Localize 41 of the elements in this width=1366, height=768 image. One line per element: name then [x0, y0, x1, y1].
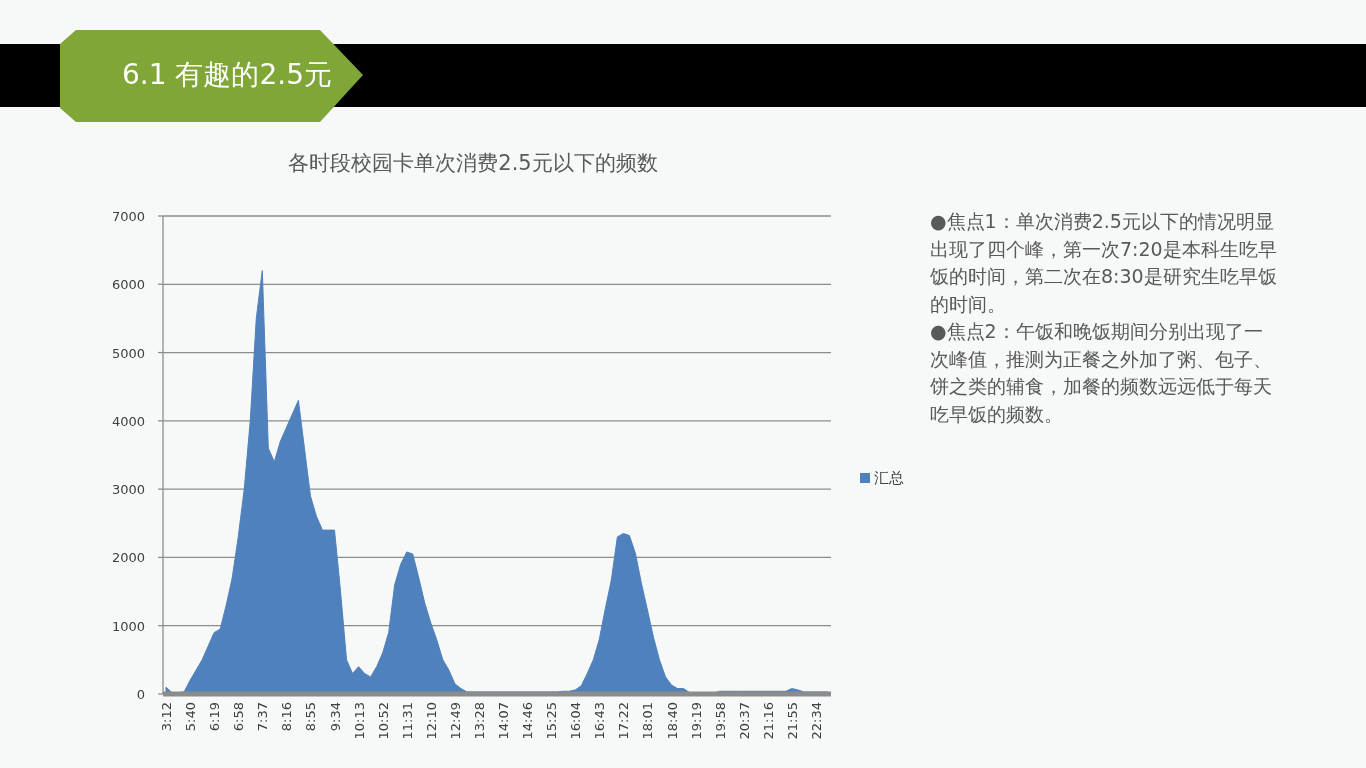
- y-tick-label: 0: [136, 687, 145, 702]
- x-tick-label: 21:16: [760, 702, 776, 740]
- legend-label: 汇总: [874, 469, 904, 487]
- x-tick-label: 21:55: [784, 702, 800, 740]
- x-tick-label: 6:58: [231, 702, 247, 732]
- x-tick-label: 18:40: [664, 702, 680, 740]
- text: ●焦点1：单次消费2.5元以下的情况明显出现了四个峰，第一次7:20是本科生吃早饭的时间，第二次在8:30是研究生吃早饭的时间。: [930, 209, 1278, 317]
- text: ●焦点2：午饭和晚饭期间分别出现了一次峰值，推测为正餐之外加了粥、包子、饼之类的辅食，加餐的频数远远低于每天吃早饭的频数。: [930, 319, 1273, 427]
- x-tick-label: 8:55: [303, 702, 319, 732]
- x-tick-label: 20:37: [736, 702, 752, 740]
- x-tick-label: 10:13: [351, 702, 367, 740]
- y-tick-label: 2000: [111, 550, 145, 566]
- x-tick-label: 14:07: [496, 702, 512, 740]
- x-tick-label: 22:34: [808, 702, 824, 740]
- x-tick-label: 12:49: [447, 702, 463, 740]
- x-tick-label: 16:04: [568, 702, 584, 740]
- x-tick-label: 11:31: [399, 702, 415, 740]
- x-tick-label: 3:12: [159, 702, 175, 732]
- x-tick-label: 6:19: [207, 702, 223, 732]
- x-tick-label: 19:58: [712, 702, 728, 740]
- x-tick-label: 13:28: [471, 702, 487, 740]
- x-tick-label: 19:19: [688, 702, 704, 740]
- y-tick-label: 1000: [111, 618, 145, 634]
- y-tick-label: 6000: [111, 277, 145, 293]
- chart-title: 6.1 有趣的2.5元: [122, 58, 332, 91]
- y-tick-label: 3000: [111, 482, 145, 498]
- y-tick-label: 7000: [111, 209, 145, 224]
- y-tick-label: 5000: [111, 345, 145, 361]
- x-tick-label: 15:25: [544, 702, 560, 740]
- x-tick-label: 17:22: [616, 702, 632, 740]
- chart-subtitle: 各时段校园卡单次消费2.5元以下的频数: [288, 151, 658, 175]
- x-tick-label: 5:40: [183, 702, 199, 732]
- x-tick-label: 16:43: [592, 702, 608, 740]
- y-tick-label: 4000: [111, 413, 145, 429]
- x-tick-label: 18:01: [640, 702, 656, 740]
- x-tick-label: 12:10: [423, 702, 439, 740]
- x-tick-label: 7:37: [255, 702, 271, 732]
- x-tick-label: 14:46: [520, 702, 536, 740]
- x-tick-label: 10:52: [375, 702, 391, 740]
- x-tick-label: 9:34: [327, 702, 343, 732]
- x-tick-label: 8:16: [279, 702, 295, 732]
